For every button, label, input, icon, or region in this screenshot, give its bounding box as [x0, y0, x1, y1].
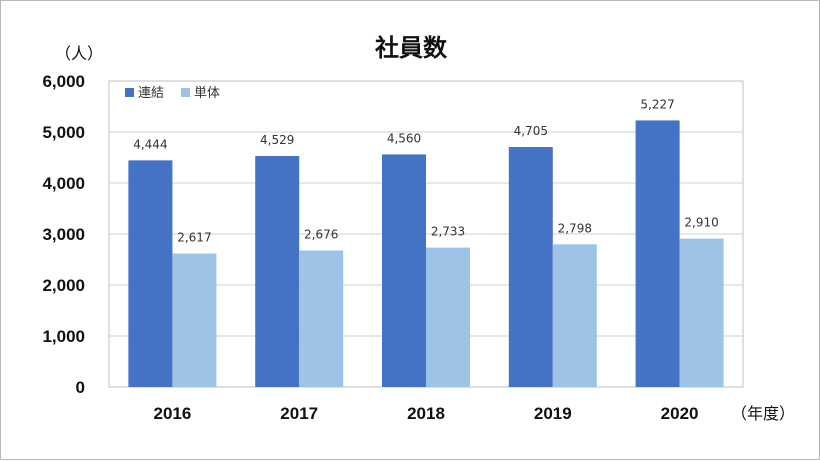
y-tick-label: 3,000 [42, 225, 85, 244]
y-tick-label: 6,000 [42, 72, 85, 91]
y-tick-label: 2,000 [42, 276, 85, 295]
data-label: 4,560 [387, 131, 421, 145]
y-tick-label: 4,000 [42, 174, 85, 193]
bars [128, 120, 724, 387]
bar-consolidated [382, 154, 426, 387]
y-axis-ticks: 0 1,000 2,000 3,000 4,000 5,000 6,000 [42, 72, 85, 397]
x-tick-label: 2019 [534, 404, 572, 423]
data-label: 2,798 [558, 221, 592, 235]
legend: 連結 単体 [125, 85, 220, 101]
bar-standalone [299, 250, 344, 387]
data-label: 2,733 [431, 225, 465, 239]
bar-consolidated [635, 120, 680, 387]
bar-standalone [426, 247, 470, 387]
x-tick-label: 2016 [153, 404, 191, 423]
bar-consolidated [255, 156, 300, 387]
legend-label: 単体 [194, 85, 220, 101]
chart-title: 社員数 [375, 34, 448, 62]
legend-label: 連結 [138, 86, 164, 101]
data-label: 4,705 [514, 124, 548, 138]
data-label: 5,227 [640, 97, 674, 111]
bar-standalone [552, 244, 597, 387]
data-label: 2,910 [684, 216, 718, 230]
x-tick-label: 2018 [407, 404, 445, 423]
x-axis-unit-label: （年度） [731, 404, 795, 423]
x-tick-label: 2020 [661, 404, 699, 423]
y-tick-label: 5,000 [42, 123, 85, 142]
data-labels: 4,444 2,617 4,529 2,676 4,560 2,733 4,705 2,798… [133, 97, 719, 244]
x-tick-label: 2017 [280, 404, 318, 423]
y-axis-unit-label: （人） [55, 44, 103, 63]
bar-consolidated [508, 147, 553, 387]
bar-standalone [172, 253, 217, 387]
x-axis-ticks: 2016 2017 2018 2019 2020 [153, 404, 698, 423]
y-tick-label: 1,000 [42, 327, 85, 346]
bar-standalone [679, 238, 724, 387]
data-label: 2,676 [304, 228, 338, 242]
legend-swatch [125, 88, 134, 97]
data-label: 2,617 [177, 231, 211, 245]
data-label: 4,444 [133, 137, 167, 151]
legend-swatch [181, 88, 190, 97]
data-label: 4,529 [260, 133, 294, 147]
y-tick-label: 0 [76, 378, 85, 397]
bar-consolidated [128, 160, 173, 387]
